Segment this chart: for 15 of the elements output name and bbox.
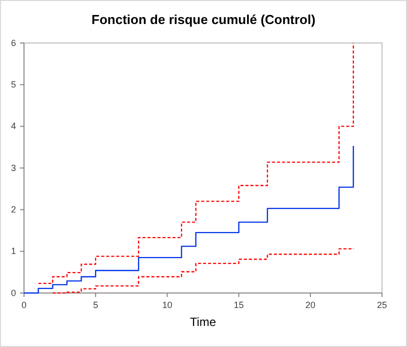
y-tick-label: 5 <box>10 80 16 90</box>
y-tick-label: 2 <box>10 204 16 215</box>
y-tick-label: 4 <box>10 121 16 132</box>
x-tick-label: 15 <box>234 300 244 310</box>
x-tick-label: 5 <box>93 300 98 310</box>
y-tick-label: 1 <box>10 246 16 256</box>
y-tick-label: 3 <box>10 162 16 173</box>
x-axis-title: Time <box>190 315 216 329</box>
chart-title: Fonction de risque cumulé (Control) <box>92 12 316 27</box>
y-tick-label: 6 <box>10 38 16 48</box>
x-tick-label: 25 <box>376 300 388 310</box>
y-tick-label: 0 <box>10 288 16 298</box>
x-tick-label: 20 <box>305 300 316 310</box>
x-tick-label: 10 <box>162 300 172 310</box>
x-tick-label: 0 <box>21 300 27 310</box>
